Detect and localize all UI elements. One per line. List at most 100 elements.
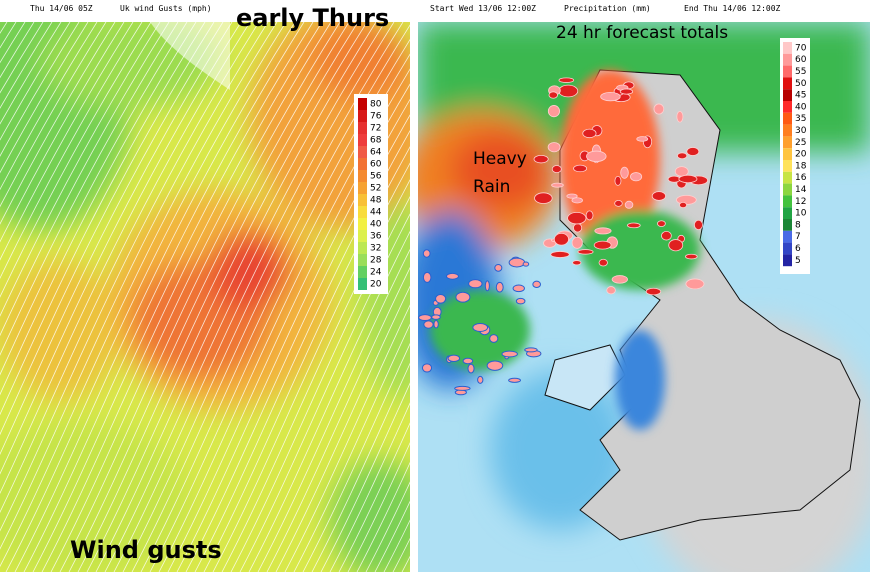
rain-cell (532, 280, 541, 288)
streamline (0, 22, 134, 261)
streamline (0, 22, 233, 475)
rain-cell (685, 253, 698, 260)
rain-cell (495, 281, 504, 293)
legend-label: 56 (370, 172, 382, 182)
overlay-caption: Wind gusts (70, 536, 222, 564)
streamline (185, 114, 410, 572)
streamline (0, 22, 152, 298)
rain-cell (484, 280, 490, 292)
rain-cell (573, 164, 588, 173)
streamline (365, 481, 410, 572)
rain-cell (667, 175, 681, 183)
streamline (0, 22, 143, 280)
rain-cell (508, 377, 521, 383)
rain-cell (593, 240, 612, 250)
legend-label: 20 (795, 150, 807, 160)
legend-label: 36 (370, 232, 382, 242)
legend-label: 12 (795, 197, 806, 207)
rain-cell (636, 136, 649, 142)
header-title: Uk wind Gusts (mph) (120, 4, 212, 13)
streamline (266, 266, 410, 572)
streamline (284, 304, 410, 572)
legend-swatch (783, 136, 792, 149)
legend-label: 60 (795, 55, 807, 65)
annotation: Rain (473, 177, 510, 197)
legend-label: 8 (795, 220, 801, 230)
legend-swatch (358, 170, 367, 182)
rain-cell (547, 105, 560, 118)
rain-cell (472, 322, 489, 333)
streamline (32, 22, 314, 572)
rain-cell (524, 347, 538, 353)
rain-cell (533, 154, 549, 164)
divider (410, 0, 418, 572)
legend-label: 72 (370, 124, 381, 134)
streamline (356, 461, 410, 572)
rain-cell (645, 287, 662, 296)
legend-swatch (358, 110, 367, 122)
streamline (77, 22, 359, 572)
streamline (221, 179, 410, 572)
legend-swatch (783, 53, 792, 66)
streamline (86, 22, 368, 572)
streamline (203, 146, 410, 572)
streamline (311, 362, 410, 572)
streamline (122, 22, 404, 572)
streamline (0, 22, 107, 208)
legend-label: 70 (795, 43, 807, 53)
rain-cell (678, 174, 698, 184)
streamline (329, 402, 410, 572)
streamline (0, 22, 251, 513)
legend-label: 7 (795, 232, 801, 242)
rain-cell (418, 314, 432, 322)
streamline (0, 22, 170, 337)
legend-label: 48 (370, 196, 382, 206)
rain-cell (619, 88, 634, 95)
rain-cell (630, 172, 643, 182)
legend-label: 14 (795, 185, 807, 195)
legend-swatch (783, 112, 792, 125)
rain-cell (522, 261, 530, 267)
legend-swatch (783, 254, 792, 267)
streamline (0, 22, 269, 550)
legend-label: 40 (370, 220, 382, 230)
streamline (176, 98, 410, 572)
rain-cell (553, 233, 569, 246)
legend-swatch (783, 160, 792, 172)
rain-cell (573, 223, 583, 233)
rain-cell (624, 200, 634, 209)
streamline (248, 230, 410, 572)
legend-swatch (358, 278, 367, 290)
legend-swatch (783, 207, 792, 219)
rain-cell (501, 350, 518, 358)
rain-cell (572, 260, 582, 266)
rain-cell (551, 165, 562, 174)
streamline (113, 22, 395, 572)
rain-cell (674, 166, 689, 177)
streamline (167, 83, 410, 572)
legend-swatch (783, 101, 792, 113)
header-bg (0, 0, 870, 22)
rain-cell (566, 193, 578, 199)
rain-cell (422, 271, 432, 283)
streamline (0, 22, 80, 157)
overlay-title: early Thurs (236, 4, 389, 32)
streamline (0, 22, 89, 174)
legend-label: 80 (370, 100, 382, 110)
rain-cell (512, 284, 525, 293)
rain-cell (585, 210, 594, 221)
rain-cell (594, 227, 612, 235)
streamline (0, 22, 224, 456)
rain-cell (571, 236, 583, 249)
legend-swatch (783, 124, 792, 137)
annotation: Heavy (473, 149, 527, 169)
header-title: Precipitation (mm) (564, 4, 651, 13)
streamline (0, 22, 215, 436)
rain-cell (477, 375, 484, 384)
streamline (0, 22, 179, 356)
legend-label: 44 (370, 208, 382, 218)
rain-cell (582, 128, 597, 139)
streamline (0, 22, 71, 141)
legend-label: 20 (370, 280, 382, 290)
